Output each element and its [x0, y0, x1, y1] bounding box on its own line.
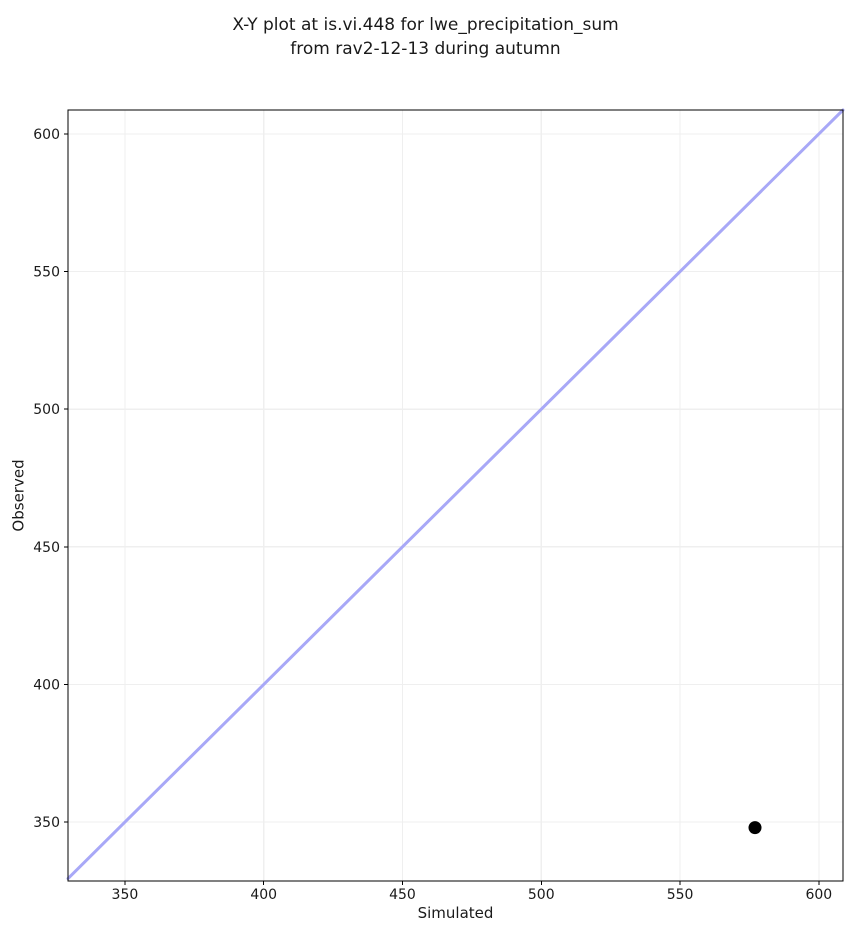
chart-title: X-Y plot at is.vi.448 for lwe_precipitat…	[232, 15, 619, 60]
x-tick-label: 350	[112, 887, 139, 903]
y-tick-label: 350	[33, 815, 60, 831]
y-tick-label: 550	[33, 265, 60, 281]
y-tick-label: 500	[33, 402, 60, 418]
identity-line	[66, 108, 845, 881]
axes-spines	[67, 109, 844, 882]
x-tick-label: 550	[667, 887, 694, 903]
y-tick-label: 600	[33, 127, 60, 143]
data-point	[748, 821, 762, 835]
y-tick-label: 400	[33, 677, 60, 693]
y-tick-label: 450	[33, 540, 60, 556]
x-axis-label: Simulated	[418, 904, 494, 922]
plot-generated-layer: 350 400 450 500 550 600 350 400 450 500 550 600	[33, 108, 845, 903]
x-tick-label: 450	[389, 887, 416, 903]
x-tick-label: 500	[528, 887, 555, 903]
x-tick-label: 600	[805, 887, 832, 903]
y-axis-label: Observed	[10, 459, 28, 531]
x-tick-label: 400	[250, 887, 277, 903]
